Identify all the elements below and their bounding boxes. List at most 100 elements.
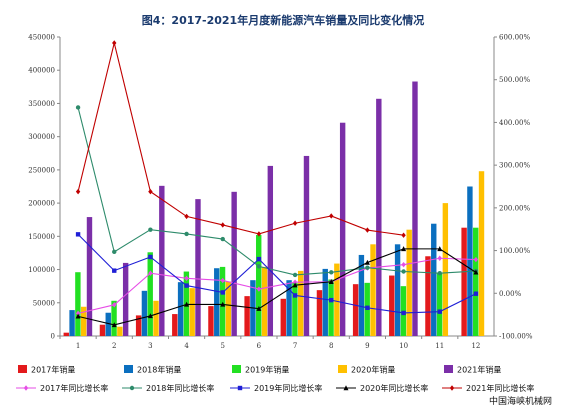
data-point <box>329 297 334 303</box>
bar <box>231 191 237 336</box>
data-point <box>184 275 189 282</box>
legend-swatch <box>444 365 453 373</box>
x-tick-label: 7 <box>293 342 297 350</box>
bar <box>256 235 262 336</box>
legend-label: 2021年销量 <box>457 365 501 375</box>
data-point <box>328 279 334 284</box>
legend-item-line: 2017年同比增长率 <box>16 383 108 393</box>
legend-swatch <box>124 365 133 373</box>
bar <box>267 165 274 336</box>
data-point <box>473 291 479 296</box>
x-tick-label: 8 <box>329 342 333 350</box>
bar <box>376 98 382 336</box>
data-point <box>111 322 117 328</box>
data-point <box>292 293 298 298</box>
bar <box>461 227 467 336</box>
data-point <box>112 302 117 308</box>
bar <box>339 122 346 336</box>
y-left-tick-label: 150000 <box>28 233 55 241</box>
bar <box>63 332 69 336</box>
bar <box>358 254 365 336</box>
data-point <box>75 188 81 195</box>
bar <box>225 281 232 336</box>
series-line <box>77 107 476 276</box>
y-right-tick-label: -100.00% <box>499 333 533 341</box>
data-point <box>292 279 298 285</box>
data-point <box>220 222 225 228</box>
bar <box>86 217 93 336</box>
bar <box>80 306 87 336</box>
bar <box>303 155 310 336</box>
legend: 2017年销量 2018年销量 2019年销量 2020年销量 2021年销量 2017年… <box>16 365 534 393</box>
y-right-tick-label: 400.00% <box>499 119 530 127</box>
data-point <box>329 270 334 275</box>
data-point <box>75 232 81 237</box>
data-point <box>343 385 349 391</box>
y-right-tick-label: 300.00% <box>499 162 530 170</box>
data-point <box>220 301 226 307</box>
data-point <box>437 246 443 252</box>
bar <box>195 199 201 336</box>
legend-item-line: 2020年同比增长率 <box>336 383 428 393</box>
data-point <box>75 310 81 317</box>
bar <box>370 244 376 336</box>
bar <box>147 252 153 336</box>
data-point <box>401 261 406 268</box>
bar <box>75 272 81 336</box>
bar <box>177 282 184 336</box>
y-right-tick-label: 0.00% <box>499 290 522 298</box>
data-point <box>148 188 153 195</box>
legend-item-bar: 2020年销量 <box>338 365 395 375</box>
bar <box>334 263 340 336</box>
bar <box>286 280 292 336</box>
bar <box>394 244 401 336</box>
data-point <box>112 268 117 273</box>
bar <box>105 312 111 336</box>
bar <box>117 326 123 336</box>
data-point <box>256 256 262 262</box>
bar <box>431 223 437 336</box>
data-point <box>401 310 406 316</box>
bar <box>69 310 75 336</box>
legend-label: 2019年销量 <box>245 365 289 375</box>
legend-swatch <box>232 365 241 373</box>
x-tick-label: 11 <box>435 342 444 350</box>
data-point <box>220 277 225 284</box>
plot-area: 0500001000001500002000002500003000003500… <box>28 34 533 351</box>
data-point <box>401 232 406 238</box>
y-left-tick-label: 450000 <box>28 34 55 42</box>
y-left-tick-label: 400000 <box>28 67 55 75</box>
bar <box>214 268 220 336</box>
data-point <box>437 271 442 276</box>
bar <box>111 300 117 336</box>
bar <box>99 324 106 336</box>
bar <box>473 227 479 336</box>
legend-label: 2018年销量 <box>137 365 181 375</box>
legend-label: 2021年同比增长率 <box>466 383 534 393</box>
line-series <box>75 232 479 316</box>
x-tick-label: 12 <box>471 342 480 350</box>
data-point <box>148 227 153 232</box>
data-point <box>401 269 406 274</box>
data-point <box>473 256 479 263</box>
x-tick-label: 9 <box>365 342 369 350</box>
bar <box>412 81 418 336</box>
data-point <box>473 269 479 275</box>
bar <box>328 279 334 336</box>
bar <box>280 298 286 336</box>
bar <box>322 268 328 336</box>
data-point <box>184 213 189 220</box>
bar <box>141 290 148 336</box>
data-point <box>184 231 189 237</box>
y-left-tick-label: 350000 <box>28 100 55 108</box>
series-line <box>77 42 404 236</box>
y-left-tick-label: 300000 <box>28 133 55 141</box>
data-point <box>329 213 334 219</box>
bar <box>261 266 268 336</box>
legend-label: 2020年销量 <box>351 365 395 375</box>
y-left-tick-label: 200000 <box>28 200 55 208</box>
bar <box>189 288 195 336</box>
data-point <box>256 286 262 292</box>
legend-label: 2020年同比增长率 <box>360 383 428 393</box>
